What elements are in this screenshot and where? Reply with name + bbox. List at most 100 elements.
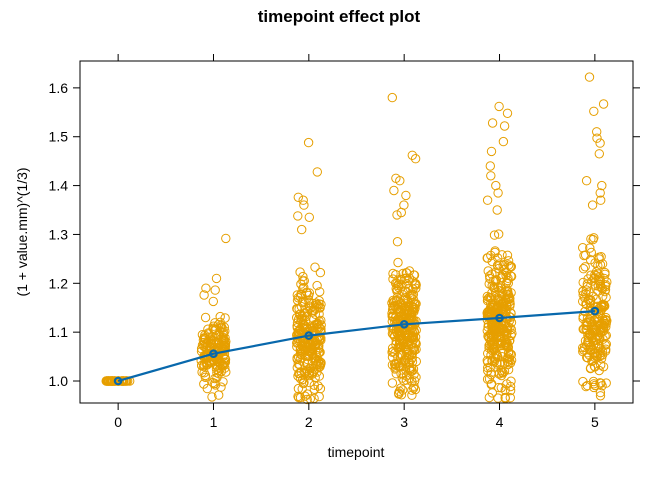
observation-point [600, 269, 610, 279]
chart-title: timepoint effect plot [258, 7, 421, 26]
observation-point [220, 339, 231, 349]
observation-point [505, 381, 516, 392]
observation-point [497, 299, 508, 309]
observation-point [579, 342, 590, 352]
observation-point [313, 344, 324, 354]
observation-point [595, 350, 606, 360]
observation-point [497, 303, 507, 314]
observation-point [304, 288, 315, 298]
fit-point [590, 306, 600, 316]
observation-point [589, 106, 599, 117]
y-tick-label: 1.6 [49, 80, 69, 96]
axes: 0 1 2 3 4 5 1.0 1.1 1.2 1.3 1.4 1.5 1.6 [49, 54, 640, 430]
observation-point [486, 369, 496, 380]
observation-point [588, 291, 598, 301]
observation-point [310, 303, 320, 313]
observation-point [399, 376, 409, 386]
observation-point [392, 296, 402, 306]
observation-point [388, 346, 398, 357]
observation-point [594, 313, 604, 323]
observation-point [306, 339, 316, 350]
observation-point [390, 313, 400, 323]
observation-point [482, 195, 493, 205]
observation-point [197, 367, 207, 377]
observation-point [595, 279, 606, 289]
observation-point [596, 301, 606, 312]
observation-point [503, 359, 513, 370]
observation-point [599, 318, 609, 328]
observation-point [486, 171, 496, 181]
observation-point [304, 295, 314, 305]
fit-point [495, 313, 504, 323]
observation-point [580, 262, 590, 272]
observation-point [597, 180, 607, 191]
observation-point [578, 277, 588, 288]
observation-point [591, 294, 601, 304]
observation-point [587, 323, 598, 333]
observation-point [392, 237, 403, 247]
observation-point [506, 349, 516, 360]
observation-point [209, 324, 219, 334]
observation-point [500, 327, 510, 338]
observation-point [581, 176, 592, 186]
observation-point [590, 380, 600, 391]
observation-point [407, 293, 417, 304]
observation-point [483, 319, 494, 329]
x-tick-label: 1 [210, 414, 218, 430]
observation-point [295, 392, 306, 403]
observation-point [312, 167, 322, 177]
observation-point [293, 293, 303, 303]
observation-point [307, 349, 317, 359]
fit-line [117, 310, 595, 383]
observation-point [293, 192, 303, 203]
fit-point [113, 376, 123, 386]
observation-point [593, 261, 603, 271]
observation-point [404, 357, 415, 368]
observation-point [391, 369, 401, 379]
y-tick-label: 1.3 [49, 226, 69, 242]
observation-point [487, 118, 498, 128]
observation-point [299, 282, 309, 293]
observation-point [307, 369, 318, 379]
observation-point [295, 267, 305, 277]
observation-point [589, 336, 599, 346]
observation-point [581, 285, 592, 295]
observation-point [406, 363, 417, 373]
observation-point [407, 390, 417, 400]
observation-point [502, 289, 512, 300]
x-tick-label: 2 [305, 414, 313, 430]
observation-point [210, 285, 220, 295]
observation-point [499, 341, 509, 351]
observation-point [210, 318, 220, 328]
observation-point [387, 360, 398, 370]
observation-point [293, 211, 303, 221]
observation-point [394, 279, 404, 289]
observation-point [578, 264, 589, 274]
observation-point [482, 253, 492, 263]
observation-point [483, 266, 493, 276]
observation-point [596, 195, 606, 205]
observation-point [308, 367, 319, 377]
observation-point [407, 150, 417, 161]
observation-point [296, 314, 307, 325]
observation-point [401, 190, 411, 201]
observation-point [307, 368, 317, 378]
observation-point [587, 200, 598, 210]
observation-point [219, 358, 230, 368]
observation-point [506, 376, 516, 386]
observation-point [314, 296, 324, 306]
observation-point [398, 287, 408, 297]
observation-point [489, 344, 499, 355]
observation-point [585, 243, 595, 253]
y-tick-label: 1.4 [49, 178, 69, 194]
observation-point [409, 304, 420, 315]
observation-point [392, 304, 402, 314]
observation-point [304, 212, 314, 223]
observation-point [492, 205, 502, 215]
observation-point [403, 284, 414, 294]
observation-point [582, 353, 593, 363]
observation-point [298, 195, 308, 205]
observation-point [483, 307, 493, 317]
observation-point [200, 312, 211, 323]
